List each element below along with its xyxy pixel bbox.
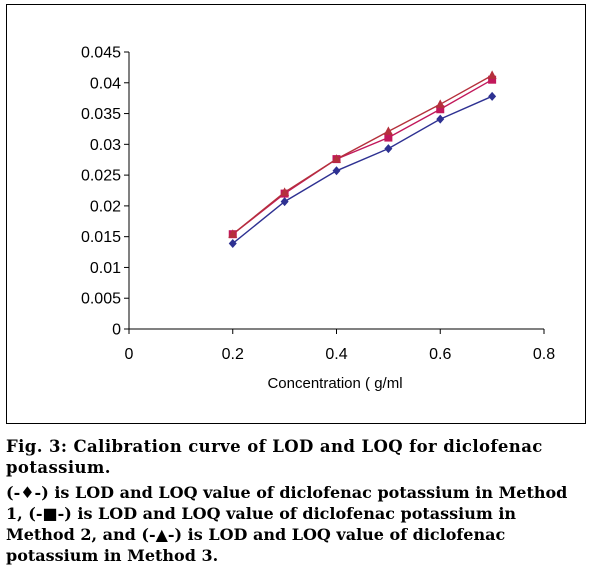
series-line: [232, 74, 493, 235]
data-point-square: [384, 133, 393, 142]
y-tick-label: 0.035: [81, 106, 121, 123]
y-tick-label: 0.03: [90, 137, 121, 154]
x-tick-label: 0.6: [429, 346, 451, 363]
calibration-chart: 0 0.005 0.01 0.015 0.02 0.025 0.03 0.035 0.04 0.0…: [81, 45, 555, 393]
axes: [128, 52, 544, 330]
data-point-diamond: [436, 114, 445, 124]
x-tick-label: 0: [125, 346, 134, 363]
data-point-triangle: [332, 154, 341, 163]
data-point-diamond: [228, 238, 237, 248]
data-point-triangle: [280, 187, 290, 196]
data-point-triangle: [435, 99, 445, 108]
figure-caption: Fig. 3: Calibration curve of LOD and LOQ…: [6, 436, 586, 566]
series-line: [232, 95, 493, 244]
y-tick-label: 0.005: [81, 291, 121, 308]
series-diamond: [228, 91, 497, 248]
y-tick-label: 0: [112, 322, 121, 339]
caption-title: Fig. 3: Calibration curve of LOD and LOQ…: [6, 437, 543, 477]
x-tick-label: 0.8: [533, 346, 555, 363]
series-triangle: [228, 70, 497, 238]
data-point-diamond: [384, 144, 393, 154]
data-point-diamond: [332, 166, 341, 176]
y-tick-label: 0.015: [81, 229, 121, 246]
series-line: [232, 79, 493, 235]
y-tick-label: 0.04: [90, 75, 121, 92]
series-layer: [228, 70, 497, 248]
tick-labels: 0 0.005 0.01 0.015 0.02 0.025 0.03 0.035 0.04 0.0…: [81, 45, 555, 364]
y-tick-label: 0.045: [81, 45, 121, 62]
data-point-diamond: [488, 91, 497, 101]
data-point-triangle: [383, 126, 393, 135]
y-tick-label: 0.01: [90, 260, 121, 277]
x-tick-label: 0.2: [222, 346, 244, 363]
chart-frame: 0 0.005 0.01 0.015 0.02 0.025 0.03 0.035 0.04 0.0…: [6, 4, 586, 424]
y-tick-label: 0.02: [90, 198, 121, 215]
x-axis-title: Concentration ( g/ml: [267, 375, 402, 392]
data-point-triangle: [228, 229, 238, 238]
data-point-diamond: [280, 197, 289, 207]
data-point-square: [436, 105, 445, 114]
x-tick-label: 0.4: [325, 346, 347, 363]
caption-legend: (-♦-) is LOD and LOQ value of diclofenac…: [6, 483, 568, 565]
y-tick-label: 0.025: [81, 168, 121, 185]
data-point-square: [488, 75, 497, 84]
data-point-triangle: [487, 70, 497, 79]
